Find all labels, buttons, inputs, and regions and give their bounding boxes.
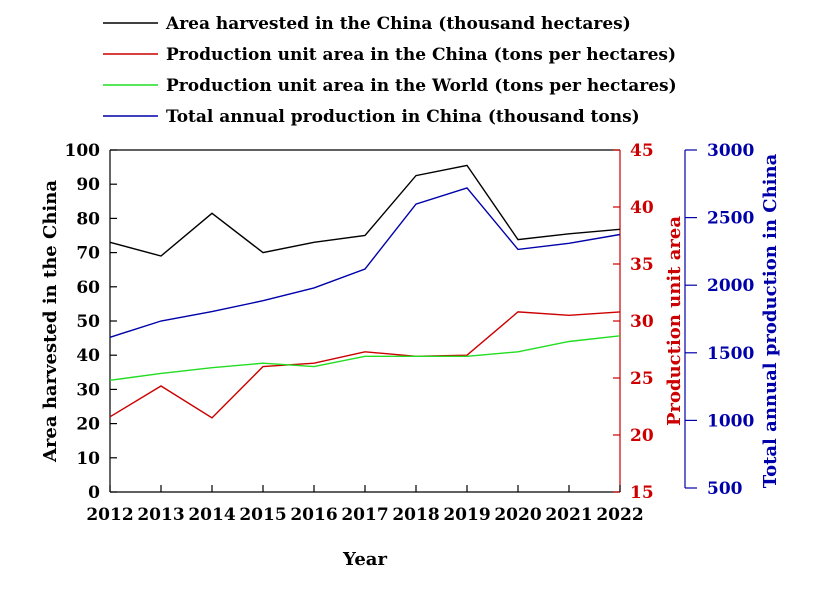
far-right-axis-title: Total annual production in China: [760, 153, 781, 488]
left-axis-tick-label: 40: [76, 346, 100, 366]
right-axis-title: Production unit area: [664, 216, 685, 426]
x-axis-tick-label: 2019: [443, 505, 490, 525]
x-axis-tick-label: 2015: [239, 505, 286, 525]
series-line-area: [109, 164, 621, 257]
x-axis-tick-label: 2022: [596, 505, 643, 525]
ticks: 0 10 20 30 40 50 60 70 80 90 100 15 20 25 30 35 40 45 500 1…: [65, 141, 755, 525]
right-axis-tick-label: 45: [630, 141, 654, 161]
legend-label-unit_world: Production unit area in the World (tons …: [166, 76, 677, 96]
legend-label-total: Total annual production in China (thousa…: [166, 107, 640, 127]
x-axis-tick-label: 2016: [290, 505, 337, 525]
far-right-axis-tick-label: 500: [707, 479, 743, 499]
axes: [109, 149, 686, 493]
x-axis-tick-label: 2017: [341, 505, 388, 525]
left-axis-tick-label: 100: [65, 141, 101, 161]
left-axis-tick-label: 80: [76, 209, 100, 229]
series-line-unit_china: [109, 311, 621, 419]
legend-label-unit_china: Production unit area in the China (tons …: [166, 45, 676, 65]
x-axis-tick-label: 2013: [137, 505, 184, 525]
left-axis-tick-label: 70: [76, 244, 100, 264]
left-axis-tick-label: 0: [88, 483, 100, 503]
legend-label-area: Area harvested in the China (thousand he…: [165, 14, 631, 34]
right-axis-tick-label: 15: [630, 483, 654, 503]
right-axis-tick-label: 40: [630, 198, 654, 218]
far-right-axis-tick-label: 2000: [707, 276, 754, 296]
left-axis-tick-label: 20: [76, 415, 100, 435]
x-axis-tick-label: 2018: [392, 505, 439, 525]
left-axis-tick-label: 30: [76, 380, 100, 400]
far-right-axis-tick-label: 3000: [707, 141, 754, 161]
x-axis-title: Year: [342, 549, 387, 570]
legend: Area harvested in the China (thousand he…: [103, 14, 677, 127]
x-axis-tick-label: 2021: [545, 505, 592, 525]
right-axis-tick-label: 35: [630, 255, 654, 275]
left-axis-tick-label: 50: [76, 312, 100, 332]
series-group: [109, 164, 621, 419]
x-axis-tick-label: 2012: [86, 505, 133, 525]
left-axis-tick-label: 60: [76, 278, 100, 298]
far-right-axis-tick-label: 1500: [707, 344, 754, 364]
far-right-axis-tick-label: 1000: [707, 411, 754, 431]
right-axis-tick-label: 25: [630, 369, 654, 389]
left-axis-tick-label: 10: [76, 449, 100, 469]
right-axis-tick-label: 30: [630, 312, 654, 332]
series-line-unit_world: [109, 335, 621, 381]
x-axis-tick-label: 2014: [188, 505, 235, 525]
right-axis-tick-label: 20: [630, 426, 654, 446]
left-axis-tick-label: 90: [76, 175, 100, 195]
series-line-total: [109, 187, 621, 338]
left-axis-title: Area harvested in the China: [40, 180, 61, 463]
x-axis-tick-label: 2020: [494, 505, 541, 525]
far-right-axis-tick-label: 2500: [707, 209, 754, 229]
